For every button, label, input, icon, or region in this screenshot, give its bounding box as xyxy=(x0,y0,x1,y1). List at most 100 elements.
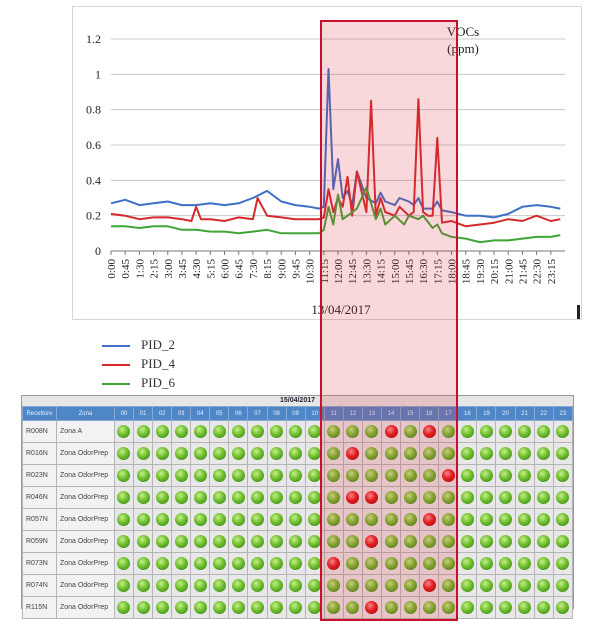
status-dot-ok xyxy=(289,512,303,526)
status-dot-ok xyxy=(556,578,570,592)
legend-swatch xyxy=(102,383,130,385)
y-tick-label: 1.2 xyxy=(86,32,101,46)
table-row: R046N Zona OdorPrep xyxy=(22,486,574,509)
status-cell xyxy=(400,596,421,619)
status-cell xyxy=(342,552,363,575)
status-dot-ok xyxy=(136,424,150,438)
status-dot-ok xyxy=(327,446,341,460)
status-cell xyxy=(380,464,402,487)
status-cell xyxy=(247,552,268,575)
status-dot-alarm xyxy=(422,424,436,438)
status-cell xyxy=(361,464,382,487)
x-tick-label: 1:30 xyxy=(134,259,146,279)
status-cell xyxy=(113,442,134,465)
status-cell xyxy=(247,486,268,509)
status-dot-ok xyxy=(518,578,532,592)
status-cell xyxy=(361,442,382,465)
status-cell xyxy=(380,596,402,619)
status-cell xyxy=(132,508,154,531)
status-cell xyxy=(228,530,249,553)
status-cell xyxy=(171,442,192,465)
legend-label: PID_2 xyxy=(141,337,175,352)
column-header-hour: 19 xyxy=(476,406,497,421)
status-dot-ok xyxy=(460,424,474,438)
status-dot-ok xyxy=(384,534,398,548)
status-dot-ok xyxy=(117,424,131,438)
status-dot-ok xyxy=(327,600,341,614)
column-header-receptor: Recettore xyxy=(22,406,57,421)
status-dot-ok xyxy=(250,556,264,570)
series-line-pid-4 xyxy=(110,98,561,228)
status-dot-ok xyxy=(365,512,379,526)
receptor-id: R074N xyxy=(22,574,57,597)
legend-swatch xyxy=(102,345,130,347)
status-dot-ok xyxy=(365,468,379,482)
status-dot-ok xyxy=(117,490,131,504)
table-row: R016N Zona OdorPrep xyxy=(22,442,574,465)
status-dot-ok xyxy=(403,534,417,548)
table-row: R074N Zona OdorPrep xyxy=(22,574,574,597)
status-cell xyxy=(495,574,516,597)
status-cell xyxy=(113,574,134,597)
status-cell xyxy=(132,486,154,509)
status-dot-ok xyxy=(498,446,512,460)
status-cell xyxy=(228,508,249,531)
status-dot-ok xyxy=(479,600,493,614)
status-cell xyxy=(228,486,249,509)
table-row: R008N Zona A xyxy=(22,420,574,443)
x-tick-label: 16:30 xyxy=(418,259,430,285)
status-dot-ok xyxy=(155,512,169,526)
status-dot-alarm xyxy=(327,556,341,570)
status-dot-ok xyxy=(479,446,493,460)
status-cell xyxy=(400,486,421,509)
status-dot-ok xyxy=(441,490,455,504)
status-cell xyxy=(209,420,230,443)
zone-name: Zona OdorPrep xyxy=(55,464,115,487)
status-cell xyxy=(400,420,421,443)
status-cell xyxy=(266,420,287,443)
status-cell xyxy=(323,596,344,619)
status-cell xyxy=(552,442,574,465)
status-dot-ok xyxy=(231,556,245,570)
status-cell xyxy=(380,574,402,597)
status-dot-ok xyxy=(403,468,417,482)
status-cell xyxy=(152,552,173,575)
column-header-hour: 07 xyxy=(247,406,268,421)
status-cell xyxy=(514,508,535,531)
status-dot-ok xyxy=(174,446,188,460)
status-cell xyxy=(457,552,478,575)
status-cell xyxy=(400,464,421,487)
status-dot-alarm xyxy=(365,490,379,504)
x-tick-label: 21:45 xyxy=(517,259,529,285)
status-cell xyxy=(438,420,459,443)
status-cell xyxy=(190,464,211,487)
status-dot-ok xyxy=(174,556,188,570)
zone-name: Zona OdorPrep xyxy=(55,486,115,509)
status-cell xyxy=(438,442,459,465)
status-cell xyxy=(495,552,516,575)
status-cell xyxy=(132,596,154,619)
status-dot-ok xyxy=(117,446,131,460)
status-cell xyxy=(171,464,192,487)
column-header-hour: 08 xyxy=(266,406,287,421)
status-dot-ok xyxy=(270,468,284,482)
x-tick-label: 18:00 xyxy=(447,259,459,285)
status-dot-ok xyxy=(556,534,570,548)
status-cell xyxy=(152,442,173,465)
status-dot-alarm xyxy=(365,534,379,548)
status-cell xyxy=(342,596,363,619)
status-cell xyxy=(552,530,574,553)
column-header-hour: 17 xyxy=(438,406,459,421)
status-cell xyxy=(419,508,440,531)
status-cell xyxy=(266,574,287,597)
status-dot-ok xyxy=(441,424,455,438)
column-header-hour: 16 xyxy=(419,406,440,421)
status-cell xyxy=(514,596,535,619)
x-tick-label: 19:30 xyxy=(475,259,487,285)
x-tick-label: 5:15 xyxy=(205,259,217,279)
status-cell xyxy=(171,486,192,509)
status-cell xyxy=(533,464,554,487)
status-dot-ok xyxy=(117,556,131,570)
column-header-hour: 23 xyxy=(552,406,574,421)
status-dot-ok xyxy=(250,600,264,614)
